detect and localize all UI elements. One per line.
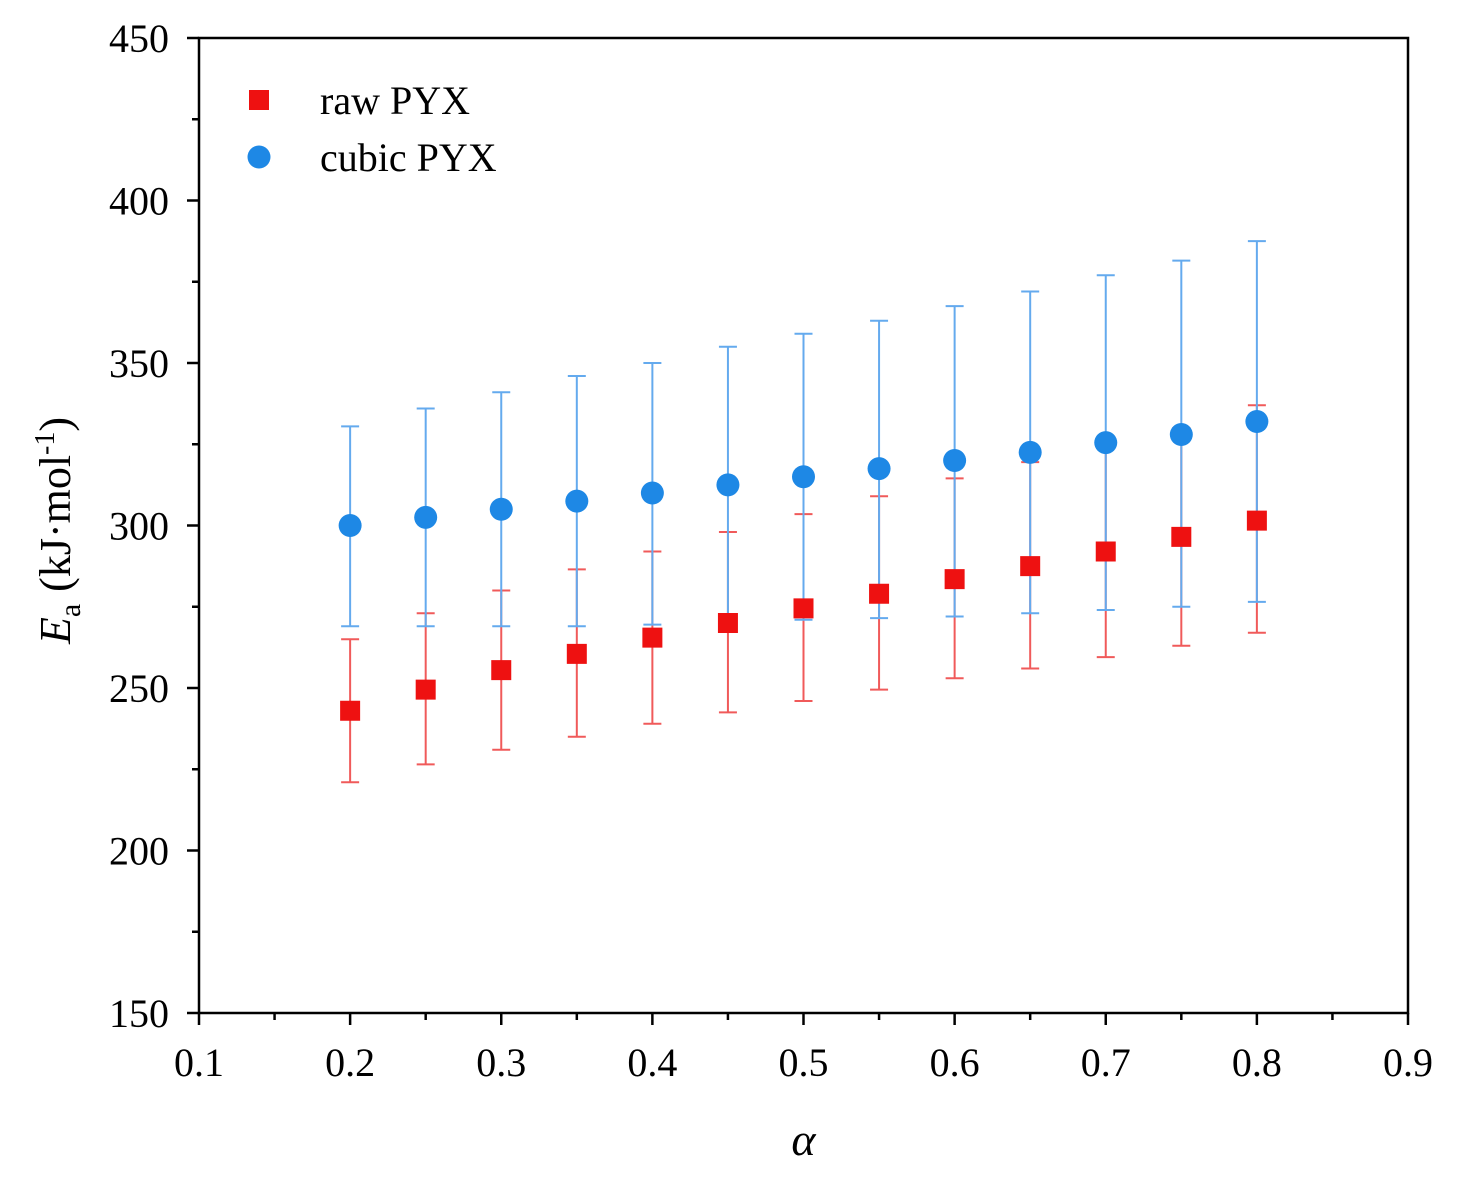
- error-bars: [341, 240, 1266, 784]
- y-axis-symbol: E: [31, 617, 80, 645]
- axis-ticks: 0.1 0.2 0.3 0.4 0.5 0.6 0.7 0.8 0.9 150 200 250 300 3…: [109, 16, 1433, 1085]
- marker-raw-11: [1171, 526, 1192, 547]
- x-tick-label-8: 0.9: [1383, 1040, 1433, 1085]
- marker-cubic-3: [565, 489, 589, 513]
- marker-cubic-0: [338, 514, 362, 537]
- marker-raw-1: [415, 679, 436, 700]
- y-axis-unit-exponent: -1: [30, 432, 61, 455]
- marker-cubic-12: [1245, 410, 1269, 433]
- legend-label-cubic-pyx: cubic PYX: [320, 135, 497, 180]
- y-tick-label-5: 400: [109, 179, 169, 224]
- marker-cubic-5: [716, 473, 740, 497]
- y-tick-label-1: 200: [109, 829, 169, 874]
- legend-marker-cubic-pyx: [247, 145, 271, 169]
- y-axis-unit: (kJ·mol: [31, 455, 80, 592]
- marker-cubic-10: [1094, 431, 1118, 455]
- marker-cubic-9: [1018, 440, 1042, 464]
- marker-cubic-7: [867, 457, 891, 481]
- legend-label-raw-pyx: raw PYX: [320, 78, 470, 123]
- marker-cubic-4: [640, 481, 664, 505]
- marker-cubic-1: [414, 505, 438, 529]
- plot-frame: [197, 36, 1410, 1015]
- marker-raw-3: [566, 643, 587, 664]
- marker-raw-5: [717, 613, 738, 633]
- y-axis-label: Ea (kJ·mol-1): [30, 417, 87, 645]
- legend-marker-raw-pyx: [249, 90, 269, 110]
- legend: raw PYX cubic PYX: [247, 78, 497, 180]
- y-tick-label-2: 250: [109, 666, 169, 711]
- marker-cubic-8: [943, 449, 967, 472]
- data-markers: [338, 410, 1269, 721]
- y-tick-label-4: 350: [109, 341, 169, 386]
- y-tick-label-0: 150: [109, 991, 169, 1036]
- x-axis-label: α: [791, 1114, 816, 1165]
- y-tick-label-6: 450: [109, 16, 169, 61]
- x-tick-label-4: 0.5: [779, 1040, 829, 1085]
- marker-raw-12: [1246, 510, 1267, 531]
- marker-raw-4: [642, 627, 663, 648]
- x-tick-label-2: 0.3: [476, 1040, 526, 1085]
- x-tick-label-0: 0.1: [174, 1040, 224, 1085]
- y-tick-label-3: 300: [109, 504, 169, 549]
- x-tick-label-5: 0.6: [930, 1040, 980, 1085]
- marker-raw-10: [1095, 541, 1116, 562]
- marker-cubic-2: [489, 497, 513, 521]
- y-axis-subscript: a: [54, 604, 87, 617]
- marker-raw-0: [340, 700, 361, 721]
- x-tick-label-6: 0.7: [1081, 1040, 1131, 1085]
- marker-raw-9: [1020, 556, 1041, 577]
- x-tick-label-7: 0.8: [1232, 1040, 1282, 1085]
- y-axis-unit-close: ): [31, 417, 80, 432]
- marker-raw-8: [944, 569, 965, 590]
- x-tick-label-3: 0.4: [627, 1040, 677, 1085]
- marker-raw-6: [793, 598, 814, 619]
- x-tick-label-1: 0.2: [325, 1040, 375, 1085]
- marker-raw-7: [869, 583, 890, 604]
- marker-raw-2: [491, 660, 512, 681]
- marker-cubic-11: [1169, 423, 1193, 446]
- marker-cubic-6: [792, 465, 815, 489]
